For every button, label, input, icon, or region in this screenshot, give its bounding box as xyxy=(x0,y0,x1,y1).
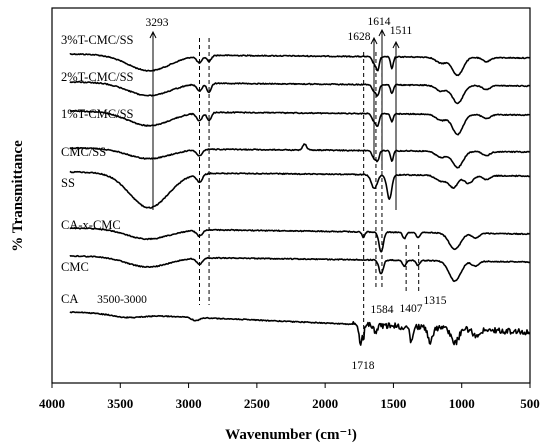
x-tick-label: 1500 xyxy=(380,396,406,411)
series-label-2-t-cmc-ss: 2%T-CMC/SS xyxy=(61,70,134,84)
annotation-label: 1614 xyxy=(368,16,391,28)
series-labels: 3%T-CMC/SS 2%T-CMC/SS 1%T-CMC/SS CMC/SS SS CA… xyxy=(61,33,134,306)
annotation-label: 1584 xyxy=(371,304,394,316)
arrow-head-icon xyxy=(378,28,386,37)
annotation-label: 3500-3000 xyxy=(97,294,147,306)
series-label-ca-x-cmc: CA-x-CMC xyxy=(61,218,121,232)
arrow-head-icon xyxy=(392,40,400,49)
spectrum-line-ca-x-cmc xyxy=(69,227,530,253)
arrow-head-icon xyxy=(370,36,378,45)
series-label-3-t-cmc-ss: 3%T-CMC/SS xyxy=(61,33,134,47)
annotation-label: 1315 xyxy=(424,295,447,307)
annotation-label: 3293 xyxy=(146,17,169,29)
x-axis-title: Wavenumber (cm⁻¹) xyxy=(225,427,357,443)
x-tick-label: 4000 xyxy=(39,396,65,411)
x-tick-label: 2000 xyxy=(312,396,338,411)
series-label-1-t-cmc-ss: 1%T-CMC/SS xyxy=(61,107,134,121)
series-label-cmc-ss: CMC/SS xyxy=(61,145,106,159)
spectrum-line-3-t-cmc-ss xyxy=(69,53,530,77)
annotation-label: 1407 xyxy=(400,303,423,315)
series-label-cmc: CMC xyxy=(61,260,89,274)
x-axis-ticks: 4000 3500 3000 2500 2000 1500 1000 500 xyxy=(39,383,540,411)
spectrum-line-cmc-ss xyxy=(69,143,530,169)
spectrum-line-2-t-cmc-ss xyxy=(69,80,530,105)
spectrum-line-ca xyxy=(69,311,531,346)
spectrum-line-cmc xyxy=(69,254,530,283)
x-tick-label: 3000 xyxy=(176,396,202,411)
spectrum-line-ss xyxy=(69,170,530,209)
dashed-markers xyxy=(198,38,420,335)
spectra xyxy=(69,53,531,346)
arrow-head-icon xyxy=(149,30,157,39)
x-tick-label: 3500 xyxy=(107,396,133,411)
x-tick-label: 1000 xyxy=(449,396,475,411)
x-tick-label: 500 xyxy=(520,396,540,411)
plot-frame xyxy=(51,7,531,384)
spectrum-line-1-t-cmc-ss xyxy=(69,109,530,136)
annotation-label: 1628 xyxy=(348,31,371,43)
y-axis-title: % Transmittance xyxy=(10,140,26,252)
annotation-label: 1718 xyxy=(352,360,375,372)
x-tick-label: 2500 xyxy=(244,396,270,411)
series-label-ss: SS xyxy=(61,176,75,190)
annotation-label: 1511 xyxy=(390,25,413,37)
series-label-ca: CA xyxy=(61,292,78,306)
